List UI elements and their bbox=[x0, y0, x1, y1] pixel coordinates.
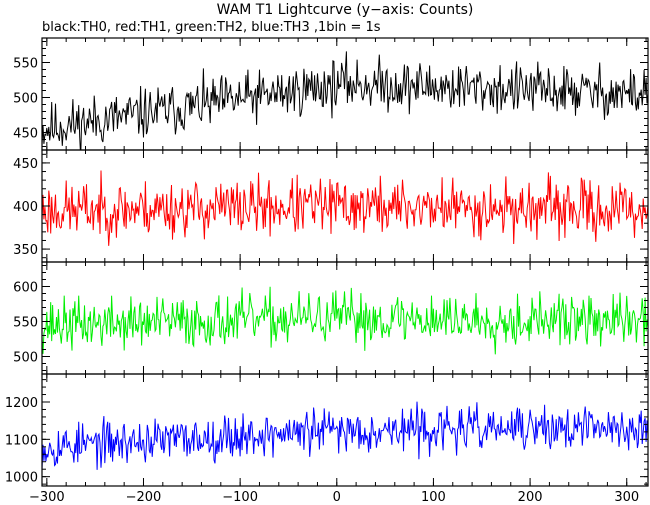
series-line-th0 bbox=[42, 51, 648, 150]
series-line-th2 bbox=[42, 286, 648, 355]
y-tick-label: 500 bbox=[13, 92, 38, 107]
x-tick-label: 300 bbox=[614, 490, 639, 505]
y-tick-label: 450 bbox=[13, 157, 38, 172]
panel-th1: 350 400 450 bbox=[13, 149, 649, 263]
y-tick-label: 400 bbox=[13, 200, 38, 215]
y-tick-label: 1200 bbox=[5, 396, 38, 411]
x-tick-label: 200 bbox=[518, 490, 543, 505]
panel-th0: 450 500 550 bbox=[13, 37, 649, 151]
panels: 450 500 550 350 400 450 500 550 600 1000 1100 1200 bbox=[5, 37, 649, 487]
panel-th3: 1000 1100 1200 bbox=[5, 373, 649, 487]
y-tick-label: 500 bbox=[13, 351, 38, 366]
panel-frame bbox=[41, 261, 649, 375]
panel-th2: 500 550 600 bbox=[13, 261, 649, 375]
chart-subtitle: black:TH0, red:TH1, green:TH2, blue:TH3 … bbox=[42, 20, 381, 35]
series-line-th1 bbox=[42, 170, 648, 246]
x-tick-label: 100 bbox=[421, 490, 446, 505]
y-tick-label: 550 bbox=[13, 57, 38, 72]
y-tick-label: 1100 bbox=[5, 433, 38, 448]
panel-frame bbox=[41, 37, 649, 151]
series-line-th3 bbox=[42, 401, 648, 470]
y-tick-label: 550 bbox=[13, 316, 38, 331]
x-tick-label: 0 bbox=[333, 490, 341, 505]
y-tick-label: 350 bbox=[13, 243, 38, 258]
x-tick-label: −100 bbox=[222, 490, 258, 505]
x-axis: −300 −200 −100 0 100 200 300 bbox=[29, 490, 639, 505]
x-tick-label: −300 bbox=[29, 490, 65, 505]
chart-title: WAM T1 Lightcurve (y−axis: Counts) bbox=[217, 2, 474, 18]
panel-frame bbox=[41, 373, 649, 487]
x-tick-label: −200 bbox=[126, 490, 162, 505]
y-tick-label: 1000 bbox=[5, 471, 38, 486]
y-tick-label: 450 bbox=[13, 127, 38, 142]
y-tick-label: 600 bbox=[13, 281, 38, 296]
